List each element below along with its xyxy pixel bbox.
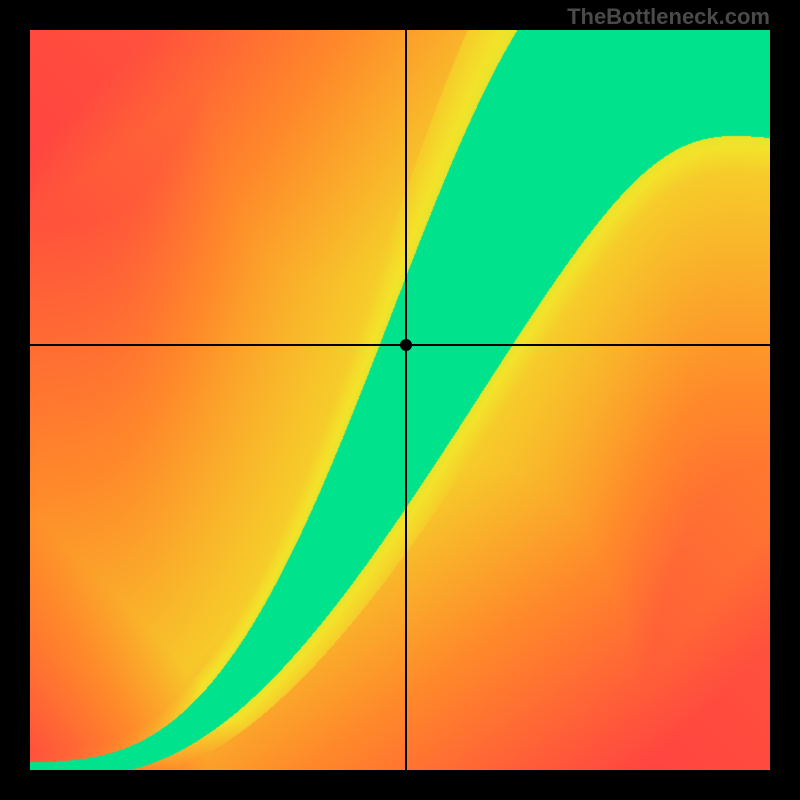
chart-container: TheBottleneck.com [0, 0, 800, 800]
bottleneck-heatmap [30, 30, 770, 770]
watermark-text: TheBottleneck.com [567, 4, 770, 30]
crosshair-vertical [405, 30, 407, 770]
crosshair-marker [400, 339, 412, 351]
